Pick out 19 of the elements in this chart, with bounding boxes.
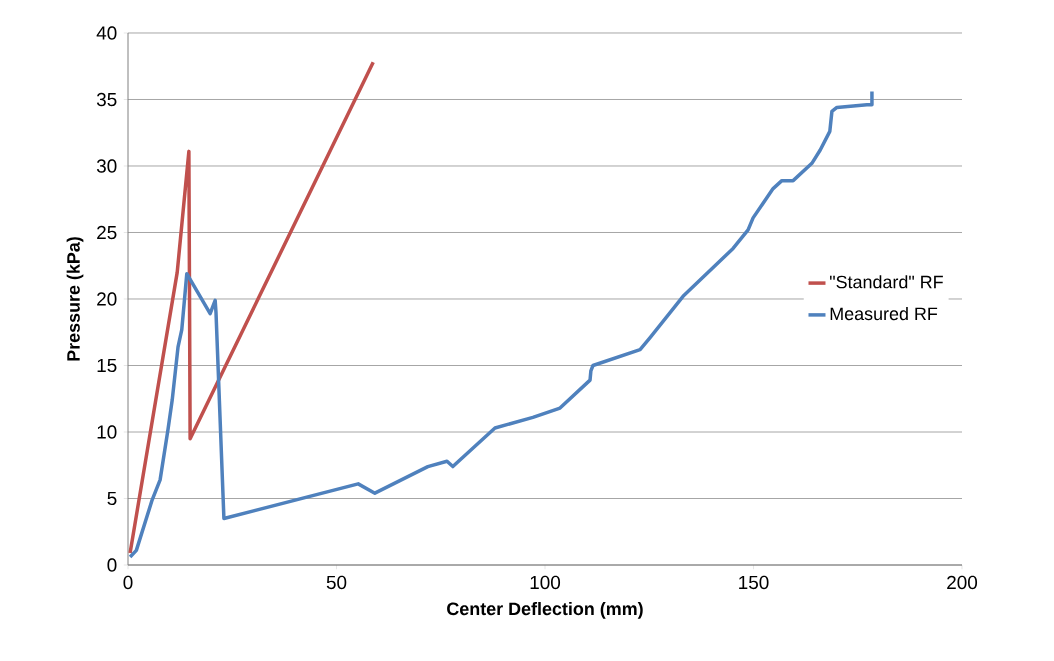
x-tick-label: 0 [123,575,133,590]
legend-label: "Standard" RF [830,275,943,289]
y-tick-label: 20 [97,292,117,306]
legend-label: Measured RF [830,306,938,321]
x-tick-label: 150 [739,575,769,590]
x-tick-label: 200 [947,575,978,590]
x-tick-label: 100 [530,575,561,590]
y-tick-label: 30 [96,159,117,173]
y-tick-label: 40 [96,26,117,40]
x-tick-label: 50 [326,575,347,590]
y-tick-label: 35 [96,92,117,107]
y-tick-label: 5 [107,491,117,506]
y-axis-title: Pressure (kPa) [66,237,84,361]
line-series [128,60,375,555]
y-tick-label: 0 [107,558,117,572]
x-axis-title: Center Deflection (mm) [447,601,643,619]
y-tick-label: 25 [97,225,117,240]
y-tick-label: 10 [97,425,117,439]
y-tick-label: 15 [97,358,117,373]
